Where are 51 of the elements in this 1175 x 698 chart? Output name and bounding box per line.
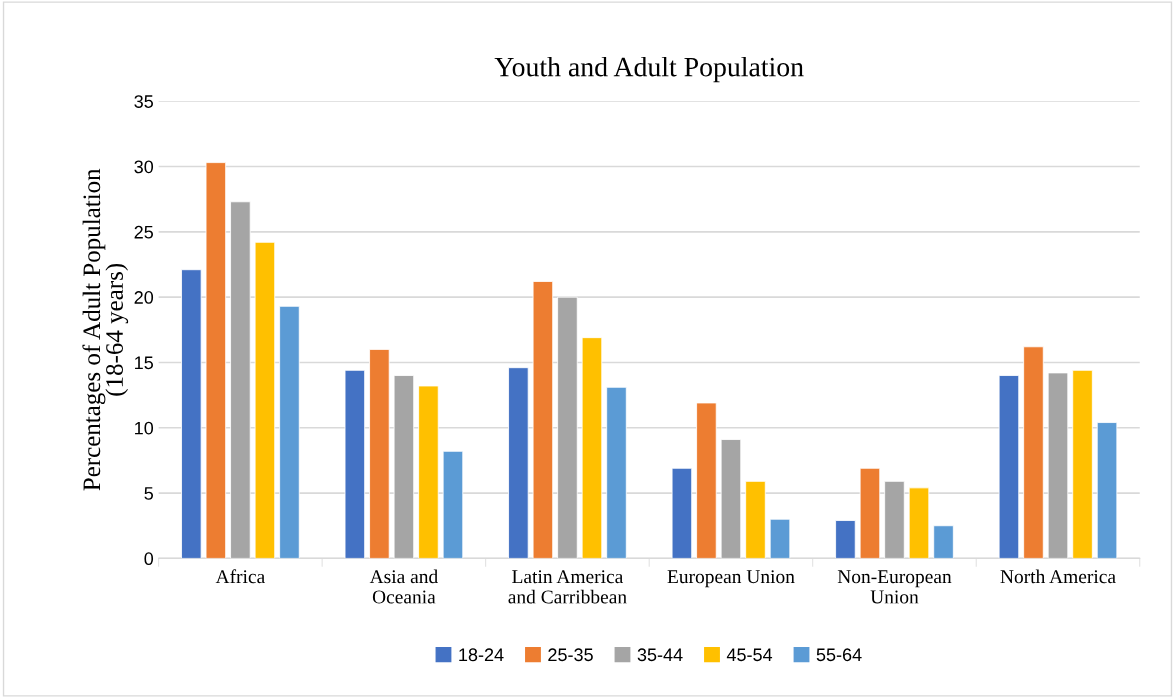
bar <box>205 162 227 559</box>
x-tick-label: Africa <box>215 569 265 584</box>
bar <box>1072 369 1093 559</box>
bar <box>769 518 791 559</box>
bar <box>1096 422 1118 559</box>
bar <box>859 467 881 559</box>
bar <box>369 348 390 559</box>
bar <box>745 480 766 559</box>
bar <box>181 269 202 559</box>
bar <box>508 367 529 559</box>
x-tick-label: Asia and Oceania <box>369 569 438 604</box>
legend-label: 35-44 <box>637 648 683 662</box>
x-tick-label: Non-European Union <box>837 570 952 604</box>
y-tick-label: 20 <box>134 291 154 304</box>
y-tick-label: 35 <box>134 95 154 108</box>
bar <box>557 296 578 559</box>
legend-label: 18-24 <box>459 648 504 662</box>
bar <box>835 520 856 559</box>
legend-label: 25-35 <box>548 648 593 662</box>
bar <box>884 480 905 559</box>
bar <box>418 385 439 559</box>
bar <box>696 402 717 559</box>
bar <box>254 241 276 559</box>
bar <box>442 450 464 559</box>
y-tick-label: 0 <box>144 552 154 566</box>
bar <box>908 487 930 559</box>
y-axis-title: Percentages of Adult Population (18-64 years) <box>82 168 129 491</box>
bar <box>344 369 366 559</box>
bar <box>671 467 693 559</box>
x-tick-label: European Union <box>667 570 795 588</box>
chart-title: Youth and Adult Population <box>494 56 804 83</box>
bar <box>720 439 742 559</box>
bar <box>581 337 603 559</box>
bar <box>933 525 954 559</box>
legend-label: 55-64 <box>816 648 862 662</box>
y-tick-label: 5 <box>144 487 154 500</box>
legend-label: 45-54 <box>726 648 773 662</box>
x-tick-label: Latin America and Carribbean <box>508 570 627 604</box>
y-tick-label: 10 <box>135 421 154 435</box>
x-tick-label: North America <box>1000 569 1116 584</box>
bar <box>998 375 1020 559</box>
bar <box>230 201 251 559</box>
y-tick-label: 25 <box>134 225 154 239</box>
bar <box>393 375 415 559</box>
bar <box>532 281 554 559</box>
bar <box>279 305 300 559</box>
y-tick-label: 15 <box>135 356 154 370</box>
bar <box>1023 346 1044 559</box>
bar <box>1047 372 1069 559</box>
y-tick-label: 30 <box>134 160 154 174</box>
bar <box>606 386 627 559</box>
